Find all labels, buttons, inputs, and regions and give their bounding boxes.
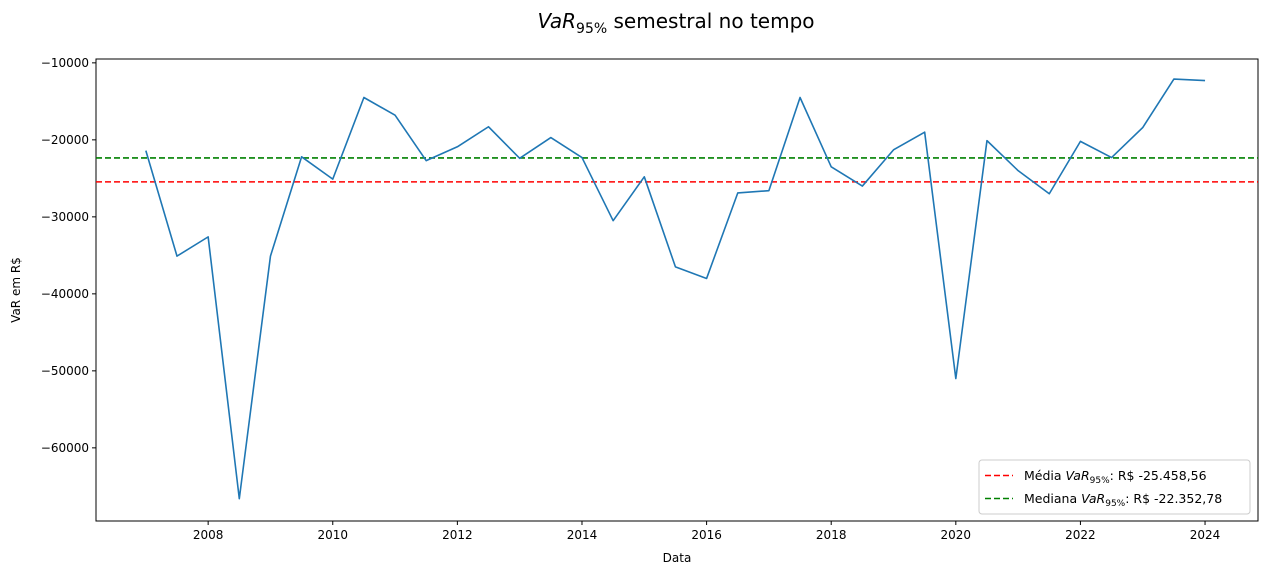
x-tick-label: 2020 (941, 528, 972, 542)
x-tick-label: 2008 (193, 528, 224, 542)
title-rest: semestral no tempo (607, 9, 814, 33)
title-subscript: 95% (576, 21, 607, 37)
x-axis-ticks: 2008 2010 2012 2014 2016 2018 2020 2022 2024 (193, 521, 1220, 542)
x-tick-label: 2022 (1065, 528, 1096, 542)
x-tick-label: 2010 (317, 528, 348, 542)
legend-label-mean: Média VaR95%: R$ -25.458,56 (1024, 468, 1207, 486)
y-axis-ticks: −60000 −50000 −40000 −30000 −20000 −10000 (41, 56, 96, 455)
series-line-0 (145, 78, 1206, 500)
x-axis-label: Data (663, 551, 692, 565)
legend-box (978, 459, 1251, 515)
y-tick-label: −20000 (41, 133, 89, 147)
y-tick-label: −50000 (41, 364, 89, 378)
chart-title: VaR95% semestral no tempo (537, 9, 814, 37)
x-tick-label: 2024 (1190, 528, 1221, 542)
legend-label-median: Mediana VaR95%: R$ -22.352,78 (1024, 491, 1222, 509)
y-tick-label: −60000 (41, 441, 89, 455)
plot-area (95, 58, 1259, 522)
y-tick-label: −40000 (41, 287, 89, 301)
y-tick-label: −10000 (41, 56, 89, 70)
x-tick-label: 2014 (567, 528, 598, 542)
x-tick-label: 2018 (816, 528, 847, 542)
x-tick-label: 2012 (442, 528, 473, 542)
y-axis-label: VaR em R$ (9, 257, 23, 323)
x-tick-label: 2016 (691, 528, 722, 542)
y-tick-label: −30000 (41, 210, 89, 224)
title-var: VaR (537, 9, 576, 33)
legend: Média VaR95%: R$ -25.458,56 Mediana VaR9… (978, 459, 1251, 515)
series-group (145, 78, 1206, 500)
reference-lines (96, 157, 1258, 183)
